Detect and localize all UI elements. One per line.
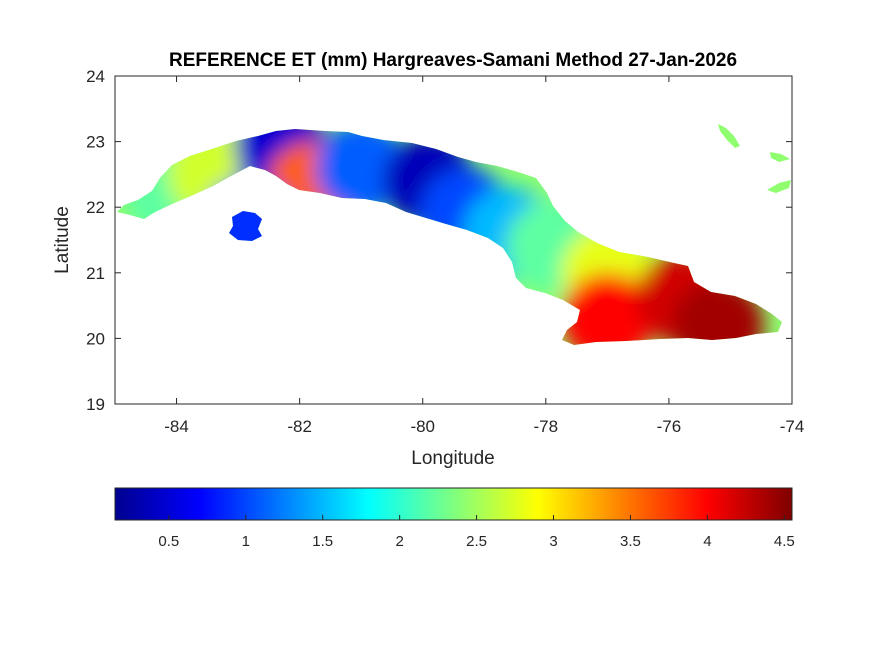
chart-title: REFERENCE ET (mm) Hargreaves-Samani Meth… — [169, 50, 737, 71]
x-axis-label: Longitude — [411, 448, 494, 469]
colorbar-tick-label-1: 1 — [242, 533, 250, 550]
y-tick-label-0: 19 — [86, 395, 105, 414]
y-tick-label-5: 24 — [86, 67, 105, 86]
colorbar-tick-label-3: 2 — [395, 533, 403, 550]
y-axis-ticks: 19 20 21 22 23 24 — [86, 67, 792, 414]
x-tick-label-1: -82 — [287, 417, 312, 436]
colorbar-tick-label-6: 3.5 — [620, 533, 641, 550]
y-axis-label: Latitude — [52, 206, 73, 274]
y-tick-label-1: 20 — [86, 329, 105, 348]
x-tick-label-4: -76 — [657, 417, 682, 436]
colorbar — [114, 487, 793, 521]
x-axis-ticks: -84 -82 -80 -78 -76 -74 — [164, 76, 804, 436]
y-tick-label-2: 21 — [86, 264, 105, 283]
y-tick-label-3: 22 — [86, 198, 105, 217]
colorbar-tick-label-0: 0.5 — [158, 533, 179, 550]
colorbar-tick-label-5: 3 — [549, 533, 557, 550]
colorbar-ticks: 0.5 1 1.5 2 2.5 3 3.5 4 4.5 — [158, 515, 795, 550]
x-tick-label-5: -74 — [780, 417, 805, 436]
colorbar-tick-label-8: 4.5 — [774, 533, 795, 550]
colorbar-tick-label-7: 4 — [703, 533, 711, 550]
colorbar-tick-label-2: 1.5 — [312, 533, 333, 550]
plot-area — [114, 75, 793, 405]
x-tick-label-0: -84 — [164, 417, 189, 436]
y-tick-label-4: 23 — [86, 133, 105, 152]
x-tick-label-3: -78 — [534, 417, 559, 436]
colorbar-tick-label-4: 2.5 — [466, 533, 487, 550]
heatmap-region-12 — [672, 279, 765, 345]
x-tick-label-2: -80 — [410, 417, 435, 436]
